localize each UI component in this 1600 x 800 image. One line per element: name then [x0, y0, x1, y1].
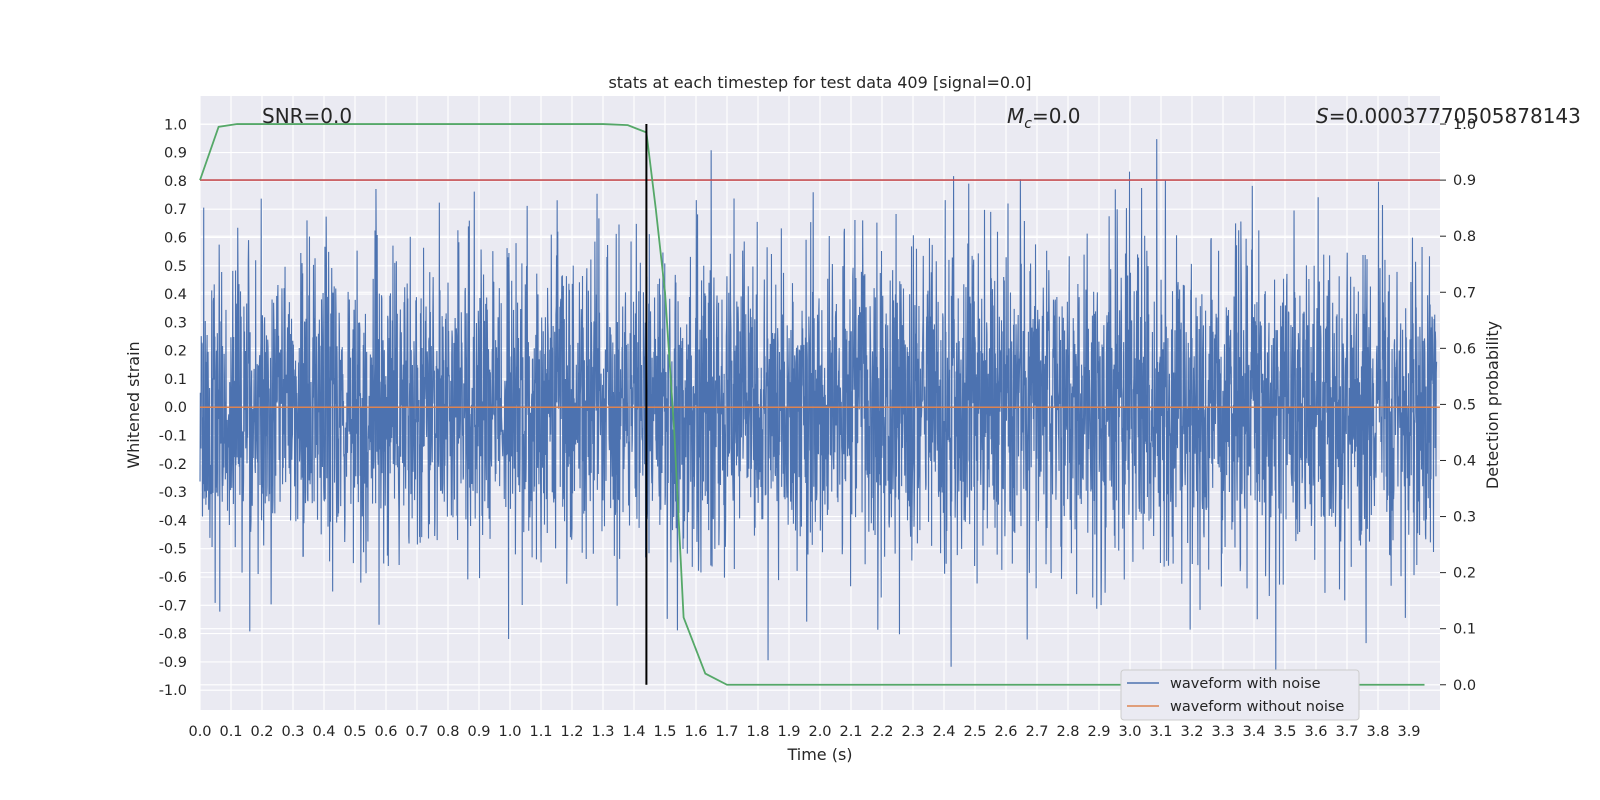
x-tick-label: 0.7 — [405, 724, 428, 740]
x-tick-label: 3.5 — [1273, 724, 1296, 740]
mc-value: =0.0 — [1032, 104, 1081, 128]
y-tick-label: 0.8 — [164, 174, 187, 190]
x-tick-label: 0.6 — [374, 724, 397, 740]
s-symbol: S — [1316, 104, 1329, 128]
s-value: =0.00037770505878143 — [1329, 104, 1581, 128]
y2-axis-label: Detection probability — [1483, 321, 1502, 489]
x-tick-label: 3.2 — [1180, 724, 1203, 740]
x-tick-label: 3.1 — [1149, 724, 1172, 740]
y2-tick-label: 0.1 — [1453, 622, 1476, 638]
series-waveform-with-noise — [199, 139, 1438, 682]
y2-tick-labels: 0.0 0.1 0.2 0.3 0.4 0.5 0.6 0.7 0.8 0.9 1.0 — [1440, 117, 1476, 694]
y-tick-label: 0.9 — [164, 146, 187, 162]
chart-title: stats at each timestep for test data 409… — [608, 73, 1031, 92]
x-tick-label: 3.3 — [1211, 724, 1234, 740]
x-axis-label: Time (s) — [786, 745, 852, 764]
x-tick-label: 0.1 — [219, 724, 242, 740]
y2-tick-label: 0.3 — [1453, 510, 1476, 526]
y2-tick-label: 0.8 — [1453, 229, 1476, 245]
x-tick-label: 0.8 — [436, 724, 459, 740]
x-tick-label: 0.9 — [467, 724, 490, 740]
y-tick-label: 0.3 — [164, 315, 187, 331]
x-tick-label: 2.6 — [994, 724, 1017, 740]
x-tick-label: 0.2 — [250, 724, 273, 740]
x-tick-label: 1.9 — [777, 724, 800, 740]
y-tick-label: 0.7 — [164, 202, 187, 218]
y-tick-label: -1.0 — [159, 683, 187, 699]
x-tick-label: 1.6 — [684, 724, 707, 740]
y2-tick-label: 0.0 — [1453, 678, 1476, 694]
mc-subscript: c — [1024, 116, 1032, 132]
x-tick-label: 1.1 — [529, 724, 552, 740]
y-tick-label: 0.1 — [164, 372, 187, 388]
snr-annotation: SNR=0.0 — [262, 104, 352, 128]
x-tick-label: 1.5 — [653, 724, 676, 740]
x-tick-label: 2.3 — [901, 724, 924, 740]
mc-symbol: M — [1007, 104, 1024, 128]
y2-tick-label: 0.6 — [1453, 341, 1476, 357]
x-tick-label: 0.0 — [188, 724, 211, 740]
y-tick-label: 0.2 — [164, 344, 187, 360]
x-tick-label: 3.9 — [1397, 724, 1420, 740]
x-tick-label: 1.3 — [591, 724, 614, 740]
x-tick-label: 2.7 — [1025, 724, 1048, 740]
x-tick-label: 2.8 — [1056, 724, 1079, 740]
y-tick-label: -0.9 — [159, 655, 187, 671]
x-tick-label: 2.5 — [963, 724, 986, 740]
y-tick-label: 0.4 — [164, 287, 187, 303]
x-tick-label: 0.5 — [343, 724, 366, 740]
noise-line — [199, 139, 1438, 682]
mc-annotation: Mc=0.0 — [1007, 104, 1081, 132]
x-tick-label: 3.0 — [1118, 724, 1141, 740]
y-tick-label: -0.7 — [159, 598, 187, 614]
x-tick-label: 3.4 — [1242, 724, 1265, 740]
y2-tick-label: 0.4 — [1453, 453, 1476, 469]
y-tick-label: 1.0 — [164, 117, 187, 133]
x-tick-label: 2.1 — [839, 724, 862, 740]
y-tick-label: 0.5 — [164, 259, 187, 275]
y-tick-label: -0.2 — [159, 457, 187, 473]
x-tick-label: 2.0 — [808, 724, 831, 740]
y-tick-label: 0.6 — [164, 230, 187, 246]
x-tick-label: 2.2 — [870, 724, 893, 740]
y-tick-label: -0.3 — [159, 485, 187, 501]
x-tick-label: 1.8 — [746, 724, 769, 740]
y2-tick-label: 0.5 — [1453, 397, 1476, 413]
y2-tick-label: 0.7 — [1453, 285, 1476, 301]
x-tick-label: 0.3 — [281, 724, 304, 740]
x-tick-label: 1.2 — [560, 724, 583, 740]
x-tick-label: 3.6 — [1304, 724, 1327, 740]
series-lines — [199, 123, 1440, 686]
y2-tick-label: 0.2 — [1453, 566, 1476, 582]
legend-label-noise: waveform with noise — [1170, 676, 1321, 692]
detection-probability-line — [199, 123, 1425, 686]
legend-box — [1120, 669, 1360, 721]
y-tick-label: 0.0 — [164, 400, 187, 416]
x-tick-label: 3.8 — [1366, 724, 1389, 740]
legend: waveform with noise waveform without noi… — [1120, 669, 1360, 721]
s-annotation: S=0.00037770505878143 — [1316, 104, 1581, 128]
y-tick-labels: -1.0 -0.9 -0.8 -0.7 -0.6 -0.5 -0.4 -0.3 -0.2 -0.1… — [159, 117, 187, 699]
y2-tick-label: 1.0 — [1453, 117, 1476, 133]
y-axis-label: Whitened strain — [124, 341, 143, 468]
x-tick-labels: 0.0 0.1 0.2 0.3 0.4 0.5 0.6 0.7 0.8 0.9 1.0 1.1 1.2 1… — [188, 724, 1420, 740]
y-tick-label: -0.6 — [159, 570, 187, 586]
x-tick-label: 2.4 — [932, 724, 955, 740]
legend-label-clean: waveform without noise — [1170, 699, 1344, 715]
x-tick-label: 0.4 — [312, 724, 335, 740]
x-tick-label: 2.9 — [1087, 724, 1110, 740]
x-tick-label: 1.7 — [715, 724, 738, 740]
x-tick-label: 1.0 — [498, 724, 521, 740]
y-tick-label: -0.4 — [159, 513, 187, 529]
y2-tick-label: 0.9 — [1453, 173, 1476, 189]
x-tick-label: 3.7 — [1335, 724, 1358, 740]
y-tick-label: -0.5 — [159, 542, 187, 558]
y-tick-label: -0.1 — [159, 429, 187, 445]
x-tick-label: 1.4 — [622, 724, 645, 740]
y-tick-label: -0.8 — [159, 627, 187, 643]
